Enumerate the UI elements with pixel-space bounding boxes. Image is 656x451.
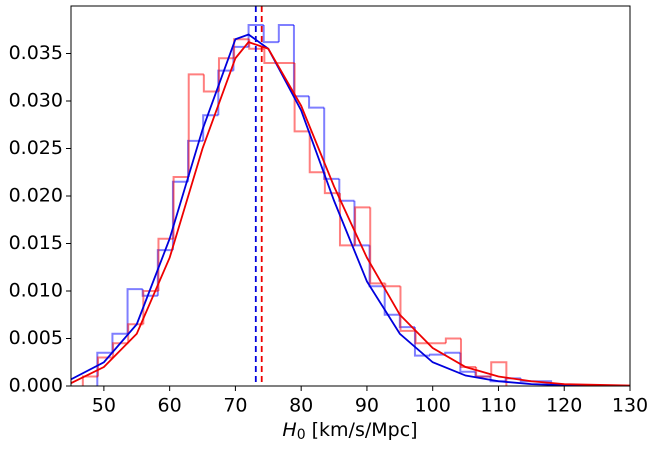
histogram-bin (81, 375, 98, 386)
histogram-bin (338, 193, 356, 247)
x-label-subscript: 0 (297, 427, 306, 443)
histogram-bin (490, 361, 508, 386)
histogram-bin (127, 323, 144, 344)
fit-curve (71, 41, 630, 386)
histogram-bin (217, 69, 234, 116)
histogram-bin (384, 283, 401, 288)
y-tick-label: 0.005 (9, 327, 63, 349)
histogram-bin (338, 178, 355, 202)
x-tick-label: 50 (92, 395, 116, 417)
x-tick-label: 80 (289, 395, 313, 417)
histogram-bin (444, 351, 461, 355)
x-tick-label: 70 (223, 395, 247, 417)
histogram-bin (429, 353, 446, 356)
histogram-bin (233, 38, 250, 59)
x-tick-label: 110 (480, 395, 516, 417)
x-tick-label: 60 (158, 395, 182, 417)
y-tick-label: 0.025 (9, 137, 63, 159)
y-tick-label: 0.015 (9, 232, 63, 254)
histogram-bin (414, 330, 431, 345)
histogram-bin (187, 139, 204, 182)
x-axis-label: H0 [km/s/Mpc] (282, 419, 417, 444)
histogram-bin (323, 172, 340, 195)
histogram-bin (157, 237, 174, 291)
histogram-bin (308, 131, 325, 174)
histogram-bin (262, 25, 279, 44)
histogram-bin (126, 288, 143, 334)
y-tick-label: 0.020 (9, 185, 63, 207)
y-tick-label: 0.035 (9, 42, 63, 64)
fit-curve (71, 33, 630, 386)
y-tick-label: 0.010 (9, 280, 63, 302)
x-tick-label: 90 (355, 395, 379, 417)
histogram-bin (277, 24, 294, 43)
histogram-bin (172, 176, 189, 239)
plot-frame (70, 5, 631, 387)
histogram-bin (202, 74, 219, 93)
x-label-unit: [km/s/Mpc] (312, 419, 418, 441)
histogram-bin (444, 337, 461, 344)
histogram-bin (354, 206, 371, 246)
histogram-bin (399, 286, 416, 332)
y-tick-label: 0.030 (9, 90, 63, 112)
histogram-bin (383, 286, 400, 316)
histogram-bin (142, 290, 159, 325)
histogram-bin (308, 96, 325, 109)
y-tick-label: 0.000 (9, 375, 63, 397)
histogram-bin (263, 48, 280, 64)
x-tick-label: 100 (415, 395, 451, 417)
x-label-symbol: H (282, 419, 296, 441)
x-tick-label: 120 (546, 395, 582, 417)
histogram-bin (459, 338, 477, 368)
histogram-bin (369, 207, 386, 285)
histogram-bin (292, 25, 310, 98)
histogram-bin (187, 73, 204, 177)
histogram-bin (293, 63, 310, 133)
x-tick-label: 130 (612, 395, 648, 417)
histogram-bin (202, 114, 219, 141)
